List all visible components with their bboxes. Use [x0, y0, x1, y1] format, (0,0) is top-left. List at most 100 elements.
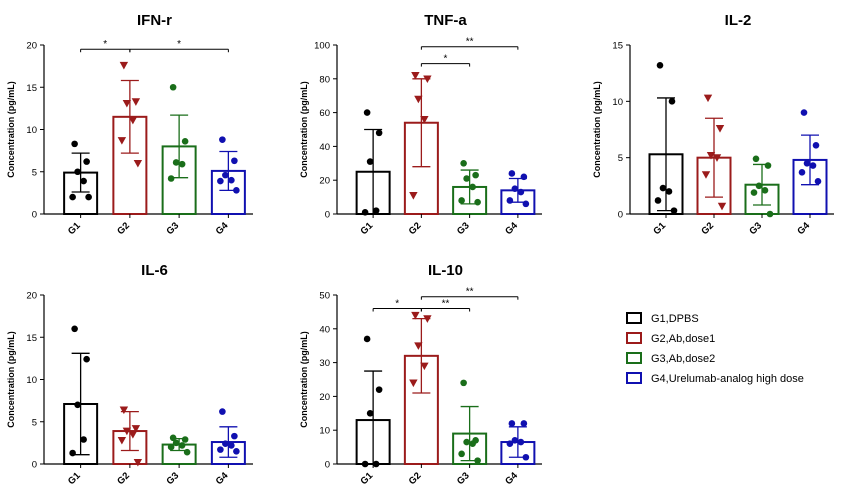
il-2-y-tick-label: 5 [618, 153, 623, 164]
ifn-r-data-point [133, 159, 143, 168]
il-6-x-tick-label-g3: G3 [164, 470, 181, 487]
ifn-r-data-point [233, 187, 240, 194]
tnf-a-y-tick-label: 80 [319, 74, 330, 85]
tnf-a-data-point [375, 129, 383, 137]
ifn-r-y-tick-label: 10 [26, 125, 37, 136]
il-2-data-point [812, 141, 820, 149]
ifn-r-x-tick-label-g1: G1 [66, 220, 83, 237]
il-10-data-point [363, 335, 371, 343]
il-6-data-point [131, 425, 141, 433]
il-2-data-point [761, 187, 769, 194]
tnf-a-data-point [472, 171, 479, 179]
panel-il-6: IL-6 Concentration (pg/mL) 0 5 10 15 20 G1 G2 G3 G… [6, 262, 253, 487]
il-6-y-tick-label: 0 [32, 460, 37, 471]
il-6-data-point [133, 458, 143, 467]
ifn-r-data-point [169, 83, 177, 91]
tnf-a-y-tick-label: 100 [314, 41, 330, 52]
il-2-data-point [659, 184, 667, 192]
il-2-y-axis-label: Concentration (pg/mL) [592, 81, 602, 178]
panel-il-10: IL-10 Concentration (pg/mL) 0 10 20 30 40 50 G1 G… [299, 262, 542, 487]
ifn-r-data-point [219, 136, 226, 143]
il-10-data-point [361, 460, 369, 468]
ifn-r-y-axis-label: Concentration (pg/mL) [6, 81, 16, 178]
tnf-a-data-point [414, 95, 423, 104]
tnf-a-data-point [423, 75, 432, 83]
tnf-a-data-point [372, 207, 380, 214]
il-2-data-point [665, 188, 673, 195]
il-6-data-point [69, 449, 76, 457]
ifn-r-x-tick-label-g4: G4 [214, 220, 231, 237]
il-2-data-point [766, 210, 774, 218]
ifn-r-data-point [167, 175, 175, 182]
tnf-a-data-point [463, 175, 470, 182]
il-2-title: IL-2 [725, 12, 752, 29]
il-10-significance-label: * [395, 299, 399, 310]
tnf-a-data-point [420, 116, 429, 124]
il-2-data-point [703, 94, 713, 103]
il-10-y-tick-label: 40 [319, 324, 330, 335]
il-10-data-point [372, 460, 380, 468]
il-2-y-tick-label: 0 [618, 210, 623, 221]
il-10-y-tick-label: 0 [325, 460, 330, 471]
il-2-data-point [798, 169, 806, 176]
il-2-data-point [755, 182, 763, 190]
ifn-r-data-point [231, 157, 238, 165]
il-6-data-point [219, 408, 226, 415]
il-6-x-tick-label-g1: G1 [66, 470, 83, 487]
il-10-data-point [458, 450, 465, 458]
il-10-data-point [517, 438, 525, 446]
il-6-data-point [74, 401, 81, 409]
il-6-y-tick-label: 10 [26, 375, 37, 386]
ifn-r-y-tick-label: 15 [26, 83, 37, 94]
il-6-data-point [181, 436, 189, 443]
panel-tnf-a: TNF-a Concentration (pg/mL) 0 20 40 60 80 100 G1… [299, 12, 542, 237]
il-10-significance-label: ** [442, 299, 450, 310]
ifn-r-data-point [80, 177, 87, 185]
tnf-a-data-point [511, 185, 519, 192]
il-6-data-point [178, 442, 186, 449]
il-2-data-point [814, 178, 822, 185]
il-6-data-point [80, 436, 87, 443]
il-2-data-point [712, 154, 722, 162]
il-10-y-tick-label: 10 [319, 426, 330, 437]
il-2-x-tick-label-g2: G2 [699, 220, 716, 237]
il-6-y-tick-label: 15 [26, 333, 37, 344]
ifn-r-significance-label: * [177, 39, 181, 50]
il-10-x-tick-label-g3: G3 [455, 470, 472, 487]
il-6-x-tick-label-g2: G2 [115, 470, 132, 487]
il-10-data-point [375, 386, 383, 393]
ifn-r-x-tick-label-g2: G2 [115, 220, 132, 237]
tnf-a-significance-label: ** [466, 37, 474, 48]
tnf-a-data-point [520, 173, 528, 181]
il-10-data-point [420, 362, 429, 371]
il-10-title: IL-10 [428, 262, 463, 279]
il-2-y-tick-label: 10 [612, 97, 623, 108]
il-2-data-point [764, 162, 772, 169]
il-2-x-tick-label-g3: G3 [747, 220, 764, 237]
il-2-data-point [670, 207, 678, 214]
ifn-r-data-point [228, 176, 235, 184]
ifn-r-data-point [122, 99, 132, 108]
il-6-data-point [167, 443, 175, 451]
il-10-y-tick-label: 30 [319, 358, 330, 369]
il-10-data-point [366, 410, 374, 417]
tnf-a-data-point [458, 197, 465, 204]
ifn-r-data-point [217, 177, 224, 185]
il-6-data-point [183, 448, 191, 456]
il-10-data-point [511, 437, 519, 444]
panel-ifn-r: IFN-r Concentration (pg/mL) 0 5 10 15 20 G1 G2 G3… [6, 12, 253, 237]
il-10-data-point [411, 311, 420, 320]
ifn-r-y-tick-label: 20 [26, 41, 37, 52]
ifn-r-data-point [131, 98, 141, 106]
il-2-y-tick-label: 15 [612, 41, 623, 52]
tnf-a-data-point [469, 183, 476, 191]
ifn-r-data-point [178, 160, 186, 168]
ifn-r-data-point [74, 168, 81, 176]
il-10-data-point [469, 440, 476, 448]
il-10-data-point [463, 438, 470, 446]
il-10-y-tick-label: 20 [319, 392, 330, 403]
ifn-r-data-point [117, 137, 127, 145]
tnf-a-data-point [363, 109, 371, 116]
tnf-a-data-point [508, 170, 516, 177]
